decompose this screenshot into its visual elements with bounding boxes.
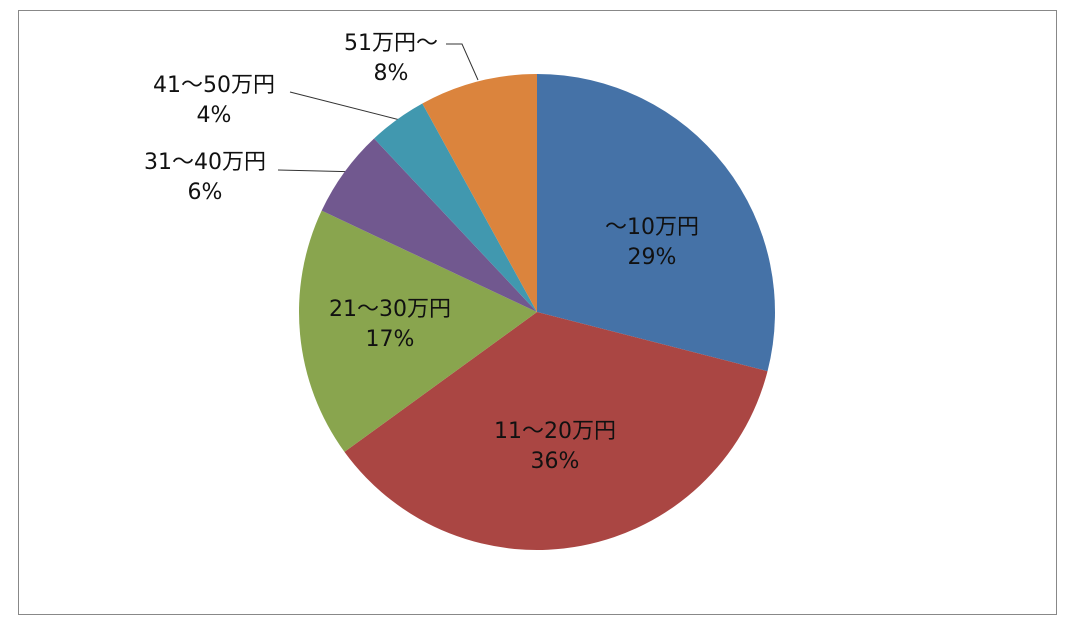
slice-label: 21～30万円 bbox=[329, 297, 451, 322]
value-label: 17% bbox=[366, 327, 415, 352]
value-label: 4% bbox=[197, 103, 232, 128]
slice-label: 11～20万円 bbox=[494, 419, 616, 444]
pie-slice bbox=[537, 74, 775, 372]
pie-slice bbox=[374, 103, 537, 312]
value-label: 8% bbox=[374, 61, 409, 86]
pie-slice bbox=[422, 74, 537, 312]
value-label: 29% bbox=[628, 245, 677, 270]
pie-slice bbox=[344, 312, 768, 550]
pie-slice bbox=[321, 138, 537, 312]
leader-line bbox=[289, 91, 401, 121]
slice-label: ～10万円 bbox=[605, 215, 699, 240]
slice-label: 31～40万円 bbox=[144, 150, 266, 175]
slice-label: 41～50万円 bbox=[153, 73, 275, 98]
value-label: 6% bbox=[188, 180, 223, 205]
slice-label: 51万円～ bbox=[344, 31, 438, 56]
leader-line bbox=[446, 43, 479, 81]
value-label: 36% bbox=[531, 449, 580, 474]
pie-slice bbox=[298, 210, 537, 452]
